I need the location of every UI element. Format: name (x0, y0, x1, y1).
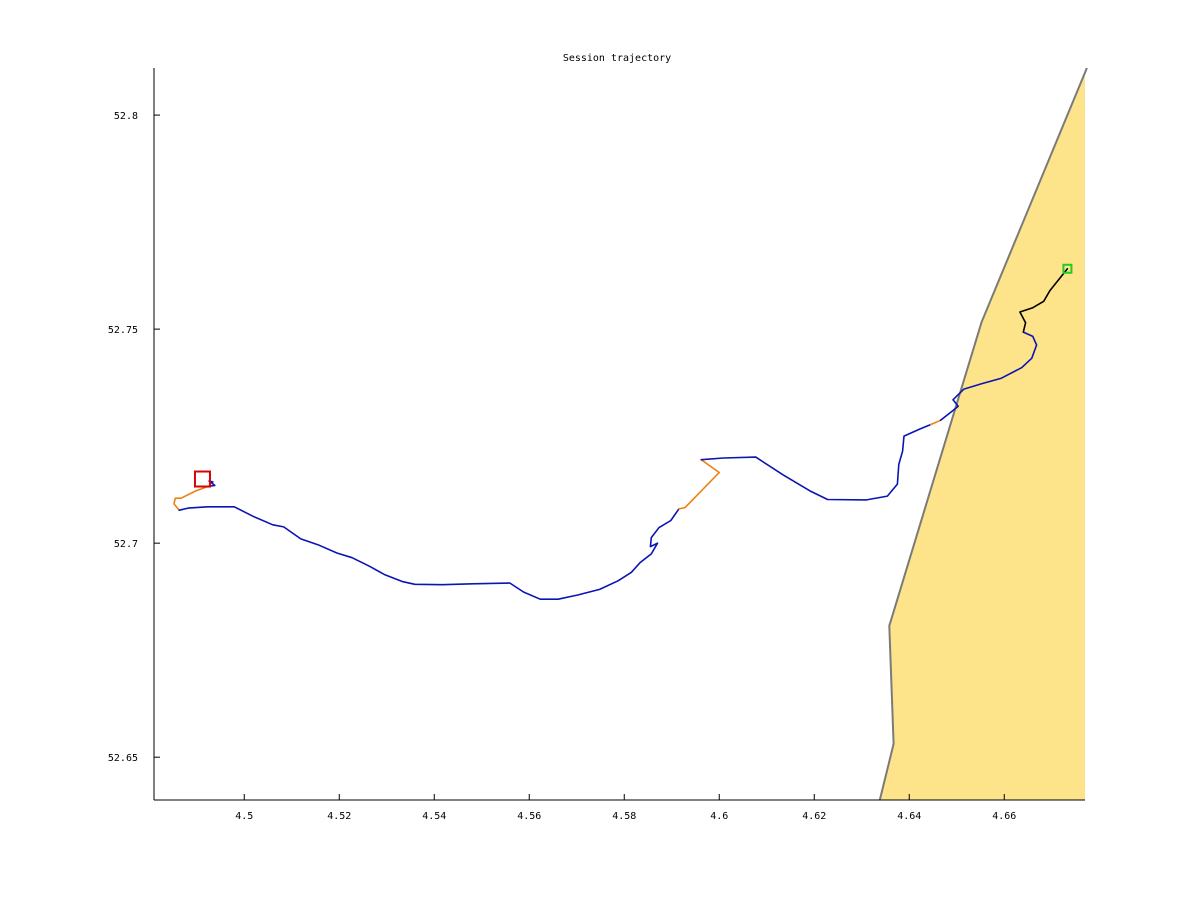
plot-area (173, 67, 1088, 801)
trajectory-segment-7 (1019, 267, 1069, 333)
trajectory-segment-5 (929, 419, 942, 426)
x-tick-label: 4.6 (710, 811, 728, 822)
trajectory-segment-6 (939, 331, 1038, 422)
y-tick-label: 52.75 (108, 325, 138, 336)
y-tick-label: 52.7 (114, 539, 138, 550)
trajectory-segment-3 (678, 458, 721, 510)
x-tick-label: 4.64 (897, 811, 921, 822)
end-marker (1062, 263, 1073, 274)
start-marker (193, 470, 211, 488)
axes: 4.5 4.52 4.54 4.56 4.58 4.6 4.62 4.64 4.66 52.65… (108, 68, 1085, 822)
trajectory-segment-2 (178, 505, 680, 601)
trajectory-segment-1 (173, 485, 210, 512)
trajectory-segment-0 (207, 480, 216, 488)
y-tick-label: 52.8 (114, 111, 138, 122)
x-tick-label: 4.58 (612, 811, 636, 822)
trajectory-series (173, 267, 1069, 601)
x-tick-label: 4.66 (992, 811, 1016, 822)
trajectory-segment-4 (700, 423, 932, 501)
x-tick-label: 4.52 (327, 811, 351, 822)
y-tick-label: 52.65 (108, 753, 138, 764)
x-tick-label: 4.56 (517, 811, 541, 822)
x-tick-label: 4.62 (802, 811, 826, 822)
x-tick-label: 4.5 (235, 811, 253, 822)
y-ticks: 52.65 52.7 52.75 52.8 (108, 111, 160, 764)
x-ticks: 4.5 4.52 4.54 4.56 4.58 4.6 4.62 4.64 4.66 (235, 794, 1016, 822)
chart-title: Session trajectory (563, 53, 671, 64)
x-tick-label: 4.54 (422, 811, 446, 822)
land-area (879, 68, 1087, 800)
coastline (878, 67, 1088, 801)
